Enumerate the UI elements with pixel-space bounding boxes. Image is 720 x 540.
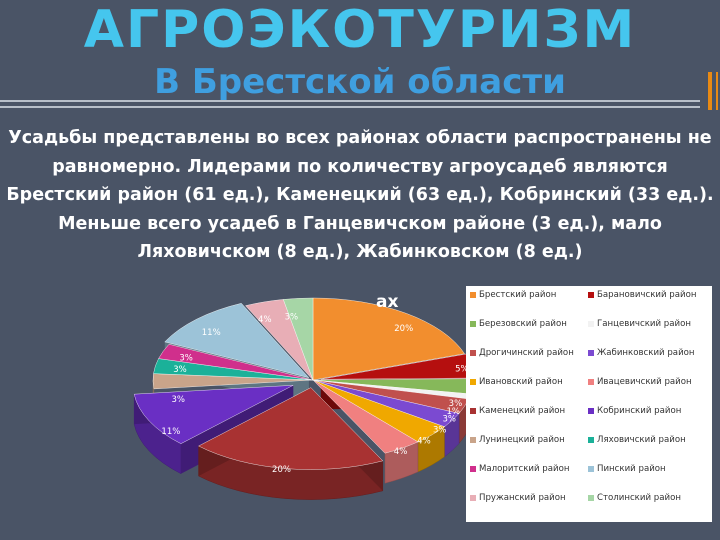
legend-item: Барановичский район: [588, 290, 697, 300]
pie-data-label-15: 3%: [285, 312, 299, 322]
legend-swatch: [470, 407, 476, 414]
legend-item: Пружанский район: [470, 493, 566, 503]
page-subtitle: В Брестской области: [154, 62, 566, 102]
legend-swatch: [588, 465, 594, 472]
legend-item: Дрогичинский район: [470, 348, 574, 358]
body-paragraph-text: Усадьбы представлены во всех районах обл…: [6, 128, 714, 262]
legend-item: Малоритский район: [470, 464, 569, 474]
accent-bar-thin: [716, 72, 718, 110]
legend-swatch: [588, 320, 594, 327]
pie-data-label-11: 3%: [173, 365, 187, 375]
pie-slice-15: [283, 297, 314, 381]
pie-data-label-8: 20%: [272, 465, 291, 475]
pie-data-label-6: 4%: [417, 437, 431, 447]
accent-bar: [708, 72, 712, 110]
legend-item: Ивановский район: [470, 377, 563, 387]
pie-data-label-3: 1%: [447, 407, 461, 417]
legend-swatch: [588, 378, 594, 385]
legend-label: Малоритский район: [479, 464, 570, 474]
legend-label: Березовский район: [479, 319, 567, 329]
legend-label: Ганцевичский район: [597, 319, 691, 329]
body-paragraph: Усадьбы представлены во всех районах обл…: [4, 124, 716, 267]
pie-data-label-12: 3%: [179, 354, 193, 364]
legend-item: Ивацевичский район: [588, 377, 692, 387]
legend-label: Дрогичинский район: [479, 348, 574, 358]
legend-label: Каменецкий район: [479, 406, 566, 416]
pie-slice-8: [198, 387, 384, 470]
pie-data-label-4: 3%: [442, 415, 456, 425]
page-title: АГРОЭКОТУРИЗМ: [83, 0, 637, 60]
legend-label: Брестский район: [479, 290, 557, 300]
legend-swatch: [470, 494, 476, 501]
legend-swatch: [588, 291, 594, 298]
pie-data-label-2: 3%: [449, 399, 463, 409]
legend-swatch: [470, 349, 476, 356]
legend-label: Ивацевичский район: [597, 377, 692, 387]
legend-label: Пружанский район: [479, 493, 566, 503]
legend-item: Пинский район: [588, 464, 666, 474]
legend-label: Барановичский район: [597, 290, 697, 300]
pie-slice-7: [312, 379, 419, 454]
chart-legend: Брестский район Барановичский район Березо…: [466, 286, 712, 522]
legend-swatch: [470, 291, 476, 298]
legend-item: Ляховичский район: [588, 435, 686, 445]
legend-label: Столинский район: [597, 493, 681, 503]
legend-swatch: [470, 378, 476, 385]
legend-item: Ганцевичский район: [588, 319, 691, 329]
legend-item: Жабинковский район: [588, 348, 695, 358]
legend-swatch: [470, 320, 476, 327]
legend-label: Жабинковский район: [597, 348, 695, 358]
pie-data-label-1: 5%: [455, 364, 469, 374]
legend-label: Лунинецкий район: [479, 435, 565, 445]
pie-data-label-13: 11%: [202, 328, 221, 338]
legend-item: Кобринский район: [588, 406, 681, 416]
overflow-text: ах: [376, 292, 399, 312]
legend-label: Пинский район: [597, 464, 666, 474]
pie-data-label-9: 11%: [161, 427, 180, 437]
pie-data-label-7: 4%: [394, 447, 408, 457]
legend-label: Ляховичский район: [597, 435, 686, 445]
legend-swatch: [470, 436, 476, 443]
pie-slice-0: [312, 297, 465, 381]
pie-data-label-14: 4%: [258, 315, 272, 325]
pie-data-label-0: 20%: [394, 324, 413, 334]
legend-item: Столинский район: [588, 493, 681, 503]
pie-slice-9: [133, 385, 294, 444]
legend-label: Ивановский район: [479, 377, 563, 387]
legend-item: Березовский район: [470, 319, 567, 329]
pie-data-label-10: 3%: [171, 395, 185, 405]
pie-data-label-5: 3%: [433, 425, 447, 435]
legend-swatch: [588, 349, 594, 356]
legend-item: Лунинецкий район: [470, 435, 565, 445]
legend-label: Кобринский район: [597, 406, 682, 416]
pie-slice-13: [164, 303, 310, 379]
legend-swatch: [588, 436, 594, 443]
legend-item: Брестский район: [470, 290, 556, 300]
legend-swatch: [588, 494, 594, 501]
legend-item: Каменецкий район: [470, 406, 565, 416]
divider-rule: [0, 100, 700, 114]
legend-swatch: [588, 407, 594, 414]
legend-swatch: [470, 465, 476, 472]
pie-slice-12: [158, 344, 314, 381]
